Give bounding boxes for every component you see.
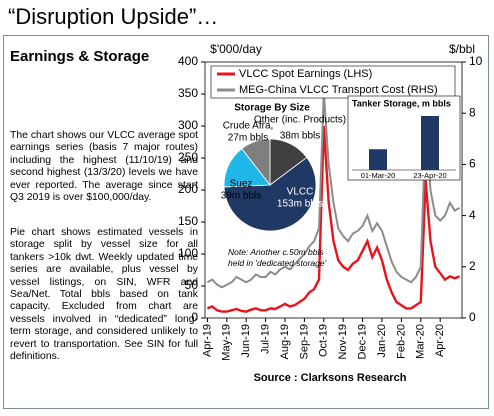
y-tick-label: 350 [178,86,198,100]
legend-label: VLCC Spot Earnings (LHS) [239,68,372,80]
y2-tick-label: 0 [469,310,476,324]
pie-slice [223,156,317,232]
series-line [206,92,461,289]
paragraph: Pie chart shows estimated vessels in sto… [10,227,198,363]
note-line: Note: Another c.50m bbls [228,247,326,257]
y-tick-label: 400 [178,54,198,68]
legend-label: MEG-China VLCC Transport Cost (RHS) [239,84,438,96]
paragraph: The chart shows our VLCC average spot ea… [10,130,198,204]
y2-axis-title: $/bbl [449,42,475,56]
y-tick-label: 0 [191,310,198,324]
y-tick-label: 250 [178,150,198,164]
x-tick-label: Aug-19 [279,324,291,359]
source: Source : Clarksons Research [254,372,407,384]
x-tick-label: Jun-19 [240,324,252,358]
x-tick-label: May-19 [221,324,233,361]
inset-title: Tanker Storage, m bbls [352,98,451,108]
y2-tick-label: 8 [469,105,476,119]
slide-title: “Disruption Upside”… [8,4,219,29]
pie-label: VLCC [287,187,314,198]
inset-frame [347,95,461,181]
y-tick-label: 50 [185,278,199,292]
bar [421,116,439,170]
series-line [206,125,461,313]
y-tick-label: 300 [178,118,198,132]
pie-value-label: 27m bbls [228,133,269,144]
pie-value-label: 38m bbls [280,131,321,142]
pie-label: Crude Afra, [223,121,274,132]
pie-title: Storage By Size [234,103,310,114]
y2-tick-label: 2 [469,259,476,273]
x-tick-label: Jan-20 [376,324,388,358]
y-axis-title: $'000/day [210,42,262,56]
x-tick-label: Jul-19 [260,324,272,354]
pie-value-label: 153m bbls [277,199,323,210]
y-tick-label: 150 [178,214,198,228]
heading: Earnings & Storage [10,48,150,65]
x-tick-label: Feb-20 [395,324,407,359]
x-tick-label: Apr-19 [201,324,213,357]
y2-tick-label: 6 [469,157,476,171]
x-tick-label: Sep-19 [298,324,310,359]
legend-box [210,65,456,99]
y2-tick-label: 4 [469,208,476,222]
bar [369,149,387,170]
y-tick-label: 200 [178,182,198,196]
pie-note: Note: Another c.50m bbls held in 'dedica… [228,247,327,268]
x-tick-label: 23-Apr-20 [413,171,446,180]
x-tick-label: Nov-19 [337,324,349,359]
pie-label: Suez [230,179,253,190]
pie-label: Other (inc. Products) [254,115,346,126]
frame [3,35,489,409]
note-line: held in 'dedicated storage' [228,258,327,268]
x-tick-label: Mar-20 [415,324,427,359]
x-tick-label: 01-Mar-20 [361,171,396,180]
x-tick-label: Dec-19 [357,324,369,359]
pie-value-label: 39m bbls [221,191,262,202]
x-tick-label: Oct-19 [318,324,330,357]
x-tick-label: Apr-20 [434,324,446,357]
y-tick-label: 100 [178,246,198,260]
y2-tick-label: 10 [469,54,483,68]
pie-slice [241,138,271,187]
